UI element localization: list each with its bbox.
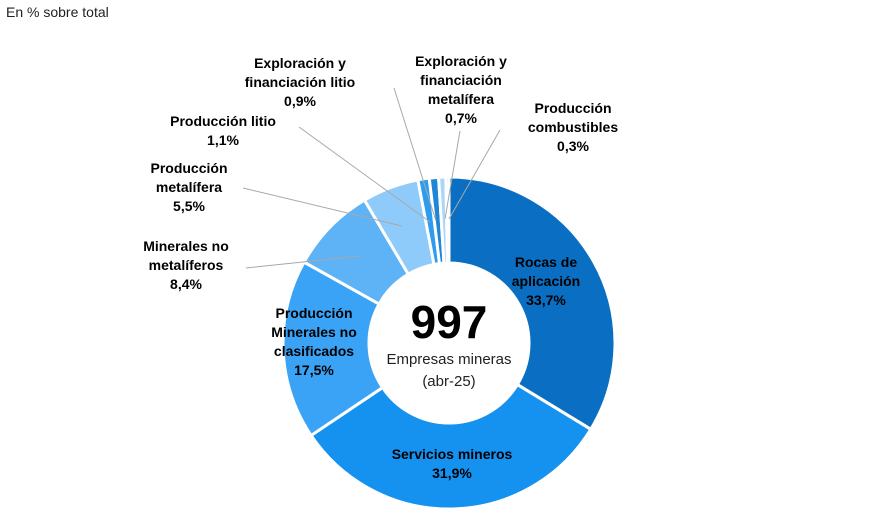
slice-label-1: Servicios mineros 31,9% [392,446,513,481]
donut-center: 997 Empresas mineras (abr-25) [386,296,511,390]
slice-name-line: Minerales no [143,238,229,254]
slice-name-line: metalífera [156,179,222,195]
slice-label-0: Rocas de aplicación 33,7% [512,254,580,308]
leader-line-5 [298,126,431,223]
leader-line-8 [448,129,501,220]
slice-label-5: Producción litio 1,1% [170,113,276,148]
slice-label-6: Exploración y financiación litio 0,9% [245,55,355,109]
slice-name-line: clasificados [274,343,354,359]
slice-name-line: Exploración y [415,53,507,69]
center-line-2: (abr-25) [422,373,475,390]
slice-label-7: Exploración y financiación metalífera 0,7% [415,53,507,126]
slice-name-line: Producción litio [170,113,276,129]
slice-percent: 1,1% [207,132,239,148]
slice-name-line: combustibles [528,119,618,135]
center-line-1: Empresas mineras [386,351,511,368]
slice-percent: 5,5% [173,198,205,214]
slice-name-line: Producción [150,160,227,176]
slice-percent: 31,9% [432,465,472,481]
slice-name-line: Producción [534,100,611,116]
donut-slices [281,175,617,511]
leader-lines [242,87,501,269]
slice-2 [281,260,385,438]
slice-percent: 17,5% [294,362,334,378]
slice-label-3: Minerales no metalíferos 8,4% [143,238,229,292]
slice-percent: 0,3% [557,138,589,154]
slice-name-line: metalíferos [149,257,224,273]
slice-name-line: aplicación [512,273,580,289]
slice-label-4: Producción metalífera 5,5% [150,160,227,214]
slice-label-8: Producción combustibles 0,3% [528,100,618,154]
slice-percent: 0,7% [445,110,477,126]
slice-0 [447,175,617,432]
slice-name-line: Producción [275,305,352,321]
slice-name-line: financiación [420,72,502,88]
chart-subtitle: En % sobre total [6,4,109,20]
slice-8 [444,175,451,265]
leader-line-3 [245,255,361,269]
slice-labels: Rocas de aplicación 33,7% Servicios mineros… [143,53,618,481]
slice-percent: 33,7% [526,292,566,308]
slice-1 [309,382,593,511]
slice-name-line: metalífera [428,91,494,107]
slice-label-2: Producción Minerales no clasificados 17,5% [271,305,357,378]
center-total: 997 [411,296,488,348]
slice-percent: 0,9% [284,93,316,109]
slice-name-line: Exploración y [254,55,346,71]
slice-name-line: Servicios mineros [392,446,513,462]
slice-name-line: Minerales no [271,324,357,340]
slice-name-line: Rocas de [515,254,577,270]
leader-line-4 [242,187,403,227]
leader-line-6 [393,87,437,222]
leader-line-7 [444,130,461,220]
slice-name-line: financiación litio [245,74,355,90]
slice-percent: 8,4% [170,276,202,292]
